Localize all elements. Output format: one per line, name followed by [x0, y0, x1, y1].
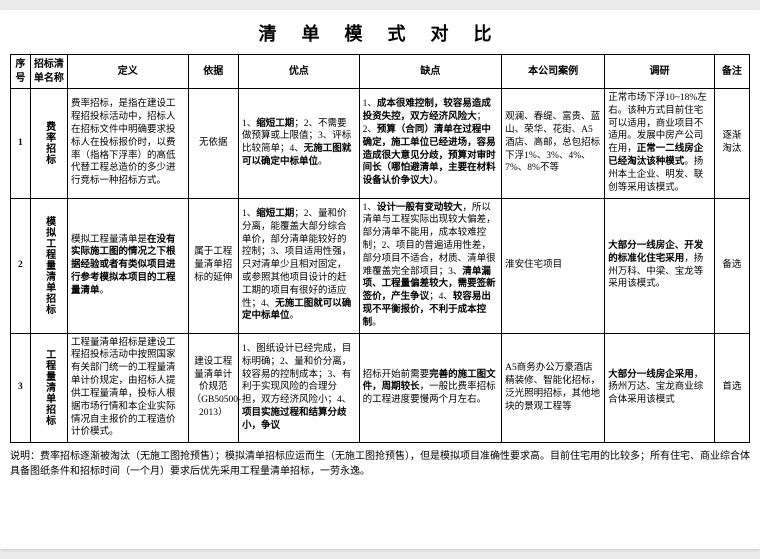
cell-research: 大部分一线房企采用，扬州万达、宝龙商业综合体采用该模式 — [605, 333, 715, 443]
cell-adv: 1、缩短工期；2、不需要做预算或上限值；3、评标比较简单；4、无施工图就可以确定… — [239, 89, 360, 199]
cell-dis: 1、设计一般有变动较大，所以清单与工程实际出现较大偏差，部分清单不能用，成本较难… — [359, 198, 502, 333]
cell-name: 模拟工程量清单招标 — [30, 198, 67, 333]
cell-basis: 属于工程量清单招标的延伸 — [188, 198, 238, 333]
cell-case: 淮安住宅项目 — [502, 198, 605, 333]
table-row: 2模拟工程量清单招标模拟工程量清单是在没有实际施工图的情况之下根据经验或者有类似… — [11, 198, 750, 333]
table-row: 1费率招标费率招标，是指在建设工程招投标活动中，招标人在招标文件中明确要求投标人… — [11, 89, 750, 199]
cell-case: 观澜、春缇、富贵、蓝山、荣华、花街、A5酒店、高邮，总包招标下浮1%、3%、4%… — [502, 89, 605, 199]
footer-note: 说明：费率招标逐渐被淘汰（无施工图抢预售）；模拟清单招标应运而生（无施工图抢预售… — [10, 449, 750, 479]
col-def: 定义 — [68, 55, 189, 89]
cell-dis: 1、成本很难控制，较容易造成投资失控，双方经济风险大；2、预算（合同）清单在过程… — [359, 89, 502, 199]
cell-def: 费率招标，是指在建设工程招投标活动中，招标人在招标文件中明确要求投标人在投标报价… — [68, 89, 189, 199]
col-research: 调研 — [605, 55, 715, 89]
cell-idx: 3 — [11, 333, 31, 443]
cell-dis: 招标开始前需要完善的施工图文件，周期较长，一般比费率招标的工程进度要慢两个月左右… — [359, 333, 502, 443]
col-remark: 备注 — [714, 55, 749, 89]
cell-idx: 1 — [11, 89, 31, 199]
col-idx: 序号 — [11, 55, 31, 89]
cell-case: A5商务办公万豪酒店精装修、智能化招标，泛光照明招标，其他地块的景观工程等 — [502, 333, 605, 443]
cell-remark: 逐渐淘汰 — [714, 89, 749, 199]
cell-basis: 建设工程量清单计价规范（GB50500-2013） — [188, 333, 238, 443]
table-row: 3工程量清单招标工程量清单招标是建设工程招投标活动中按照国家有关部门统一的工程量… — [11, 333, 750, 443]
cell-research: 大部分一线房企、开发的标准化住宅采用，扬州万科、中梁、宝龙等采用该模式。 — [605, 198, 715, 333]
cell-name: 工程量清单招标 — [30, 333, 67, 443]
col-case: 本公司案例 — [502, 55, 605, 89]
table-body: 1费率招标费率招标，是指在建设工程招投标活动中，招标人在招标文件中明确要求投标人… — [11, 89, 750, 443]
col-adv: 优点 — [239, 55, 360, 89]
cell-def: 模拟工程量清单是在没有实际施工图的情况之下根据经验或者有类似项目进行参考模拟本项… — [68, 198, 189, 333]
comparison-table: 序号 招标清单名称 定义 依据 优点 缺点 本公司案例 调研 备注 1费率招标费… — [10, 54, 750, 443]
cell-name: 费率招标 — [30, 89, 67, 199]
cell-basis: 无依据 — [188, 89, 238, 199]
page-title: 清 单 模 式 对 比 — [10, 20, 750, 46]
col-dis: 缺点 — [359, 55, 502, 89]
cell-adv: 1、图纸设计已经完成，目标明确；2、量和价分离，较容易的控制成本；3、有利于实现… — [239, 333, 360, 443]
cell-def: 工程量清单招标是建设工程招投标活动中按照国家有关部门统一的工程量清单计价规定，由… — [68, 333, 189, 443]
cell-remark: 首选 — [714, 333, 749, 443]
cell-research: 正常市场下浮10~18%左右。该种方式目前住宅可以适用，商业项目不适用。发展中房… — [605, 89, 715, 199]
col-name: 招标清单名称 — [30, 55, 67, 89]
table-header-row: 序号 招标清单名称 定义 依据 优点 缺点 本公司案例 调研 备注 — [11, 55, 750, 89]
cell-idx: 2 — [11, 198, 31, 333]
cell-adv: 1、缩短工期；2、量和价分离，能覆盖大部分综合单价，部分清单能较好的控制；3、项… — [239, 198, 360, 333]
cell-remark: 备选 — [714, 198, 749, 333]
page: 清 单 模 式 对 比 序号 招标清单名称 定义 依据 优点 缺点 本公司案例 … — [0, 10, 760, 549]
col-basis: 依据 — [188, 55, 238, 89]
